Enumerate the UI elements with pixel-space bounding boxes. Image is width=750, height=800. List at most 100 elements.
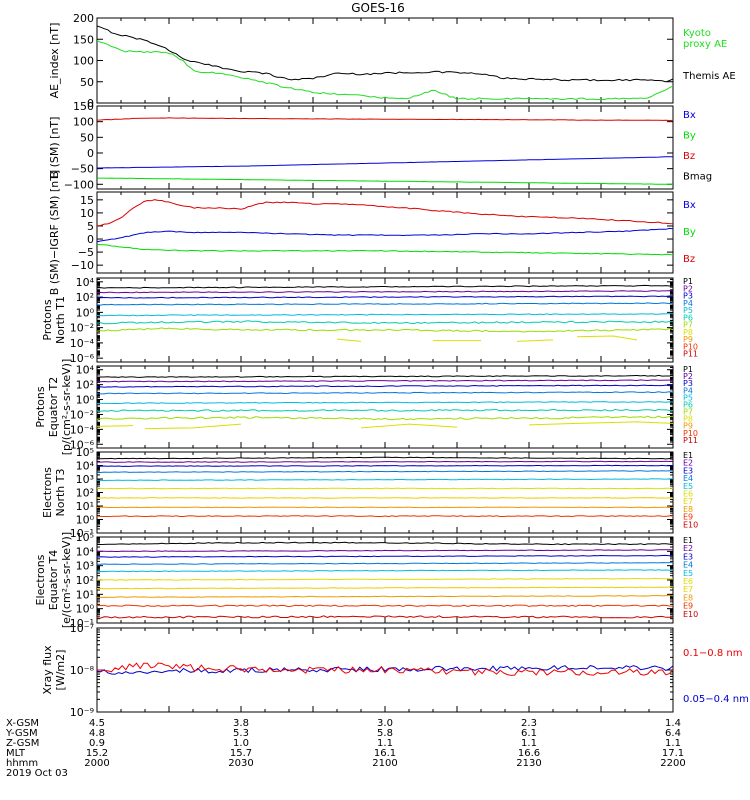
legend-entry: Bmag	[683, 172, 712, 183]
ephem-row-label: hhmm	[6, 758, 38, 769]
series-P1	[97, 284, 673, 289]
y-tick-label: 0	[87, 97, 94, 110]
legend-entry: Kyoto	[683, 28, 711, 39]
y-tick-label: 200	[73, 12, 94, 25]
ephem-value: 2030	[228, 758, 253, 769]
y-tick-label: 10⁻²	[70, 408, 94, 421]
series-P8	[528, 421, 673, 426]
ephem-value: 4.8	[89, 728, 105, 739]
ephem-value: 4.5	[89, 718, 105, 729]
series-E4	[97, 562, 673, 565]
legend-entry: P4	[683, 386, 693, 395]
ephem-value: 1.4	[665, 718, 681, 729]
legend-entry: P7	[683, 321, 693, 330]
ephem-value: 5.8	[377, 728, 393, 739]
y-tick-label: 10⁵	[76, 446, 94, 459]
legend-entry: E1	[683, 451, 693, 460]
ephem-value: 6.1	[521, 728, 537, 739]
y-tick-label: 10¹	[76, 500, 94, 513]
panel-frame	[96, 451, 674, 534]
legend-entry: P3	[683, 379, 693, 388]
series-Bx	[97, 227, 673, 243]
series-P4	[97, 391, 673, 395]
legend-entry: P8	[683, 415, 693, 424]
y-axis-label: North T1	[54, 296, 67, 344]
series-group	[97, 662, 673, 676]
legend-entry: By	[683, 131, 696, 142]
series-P8	[336, 338, 362, 342]
series-P7	[97, 415, 673, 421]
y-tick-label: 10	[80, 207, 94, 220]
ephem-row-label: MLT	[6, 748, 26, 759]
legend-entry: P5	[683, 306, 693, 315]
series-Bz	[97, 199, 673, 227]
series-E5	[97, 478, 673, 482]
y-tick-label: 150	[73, 100, 94, 113]
y-tick-label: 10⁻⁷	[70, 622, 94, 635]
series-E6	[97, 577, 673, 581]
y-tick-label: 50	[80, 131, 94, 144]
legend-entry: P2	[683, 284, 693, 293]
y-tick-label: 100	[73, 116, 94, 129]
y-axis-label: [W/m2]	[54, 650, 67, 691]
legend-entry: E9	[683, 513, 693, 522]
legend-entry: E5	[683, 482, 693, 491]
ephem-value: 15.2	[86, 748, 108, 759]
series-Kyoto proxy AE	[97, 40, 673, 101]
legend-entry: P1	[683, 365, 693, 374]
y-tick-label: 10⁻⁹	[70, 706, 94, 719]
ephem-value: 2.3	[521, 718, 537, 729]
ephem-value: 0.9	[89, 738, 105, 749]
y-tick-label: 10²	[76, 291, 94, 304]
series-P3	[97, 295, 673, 299]
panel-frame	[96, 105, 674, 190]
legend-entry: P11	[683, 350, 698, 359]
series-group	[97, 456, 673, 518]
series-E7	[97, 497, 673, 499]
y-axis-label: [e/(cm²-s-sr-keV)]	[60, 532, 73, 628]
series-Bx	[97, 156, 673, 169]
legend-entry: P6	[683, 313, 693, 322]
legend-entry: Bz	[683, 254, 695, 265]
legend-entry: P10	[683, 342, 698, 351]
y-tick-label: 10⁴	[76, 545, 95, 558]
series-E5	[97, 569, 673, 573]
legend-entry: E8	[683, 593, 693, 602]
legend-entry: E7	[683, 497, 693, 506]
y-tick-label: 10⁻²	[70, 322, 94, 335]
legend-entry: P10	[683, 429, 698, 438]
series-E4	[97, 470, 673, 474]
legend-entry: E2	[683, 544, 693, 553]
legend-entry: proxy AE	[683, 39, 727, 50]
ephem-value: 3.8	[233, 718, 249, 729]
series-E10	[97, 615, 673, 619]
y-tick-label: 10⁴	[76, 276, 95, 289]
y-tick-label: −10	[71, 259, 94, 272]
panel-8: 10⁻⁷ 10⁻⁸ 10⁻⁹ Xray flux [W/m2] 0.1−0.8 nm 0.0…	[41, 622, 749, 719]
series-group	[97, 25, 673, 101]
series-group	[97, 374, 673, 430]
series-P2	[97, 290, 673, 294]
legend-entry: P9	[683, 335, 693, 344]
panel-frame	[96, 365, 674, 449]
y-tick-label: 0	[87, 147, 94, 160]
ephem-value: 2130	[516, 758, 541, 769]
series-Bz	[97, 117, 673, 122]
y-tick-label: 10¹	[76, 588, 94, 601]
y-axis-label: [p/(cm²-s-sr-keV)]	[60, 359, 73, 456]
legend-entry: P5	[683, 393, 693, 402]
legend-entry: P3	[683, 292, 693, 301]
y-tick-label: 10⁻⁸	[70, 664, 95, 677]
legend-entry: P4	[683, 299, 693, 308]
y-axis-label: Equator T2	[47, 377, 60, 437]
y-axis-label: North T3	[54, 469, 67, 517]
series-E8	[97, 506, 673, 509]
y-tick-label: 10⁻¹	[70, 527, 94, 540]
y-tick-label: 10⁻⁶	[70, 438, 95, 451]
legend-entry: P9	[683, 422, 693, 431]
y-tick-label: 10²	[76, 487, 94, 500]
y-tick-label: 10⁻⁴	[70, 337, 95, 350]
legend-entry: By	[683, 227, 696, 238]
series-group	[97, 541, 673, 619]
